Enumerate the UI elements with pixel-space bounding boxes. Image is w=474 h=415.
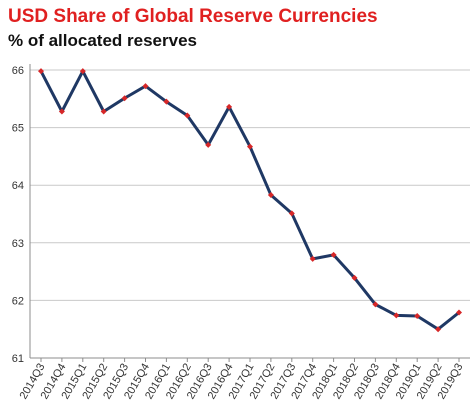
y-tick-63: 63: [12, 238, 24, 250]
y-tick-labels: 61 62 63 64 65 66: [12, 65, 24, 365]
gridlines: [30, 69, 470, 301]
chart-title: USD Share of Global Reserve Currencies: [8, 6, 378, 27]
data-point-2017Q3: [288, 210, 295, 217]
data-point-2017Q4: [309, 255, 316, 262]
data-point-2018Q2: [351, 274, 358, 281]
y-tick-61: 61: [12, 353, 24, 365]
data-point-2016Q4: [226, 103, 233, 110]
data-point-2015Q2: [100, 108, 107, 115]
data-point-2017Q2: [267, 191, 274, 198]
x-tick-labels: 2014Q32014Q42015Q12015Q22015Q32015Q42016…: [18, 362, 466, 402]
data-point-2019Q1: [414, 312, 421, 319]
data-point-2016Q2: [184, 112, 191, 119]
data-point-2016Q1: [163, 98, 170, 105]
data-point-2015Q1: [79, 68, 86, 75]
data-point-2017Q1: [247, 143, 253, 150]
data-point-2014Q4: [58, 108, 65, 115]
y-tick-66: 66: [12, 65, 24, 77]
axes: [29, 64, 470, 362]
data-point-2018Q1: [330, 251, 337, 258]
data-point-2019Q2: [435, 326, 442, 333]
data-point-2016Q3: [205, 141, 212, 148]
y-tick-62: 62: [12, 295, 24, 307]
data-point-2019Q3: [456, 309, 462, 316]
chart-subtitle: % of allocated reserves: [8, 31, 197, 50]
data-point-2015Q3: [121, 95, 128, 102]
y-tick-64: 64: [12, 180, 24, 192]
data-point-2018Q4: [393, 312, 400, 319]
data-point-2014Q3: [38, 68, 44, 75]
y-tick-65: 65: [12, 123, 24, 135]
data-point-2018Q3: [372, 301, 379, 308]
data-point-2015Q4: [142, 83, 149, 90]
data-points: [38, 68, 462, 333]
